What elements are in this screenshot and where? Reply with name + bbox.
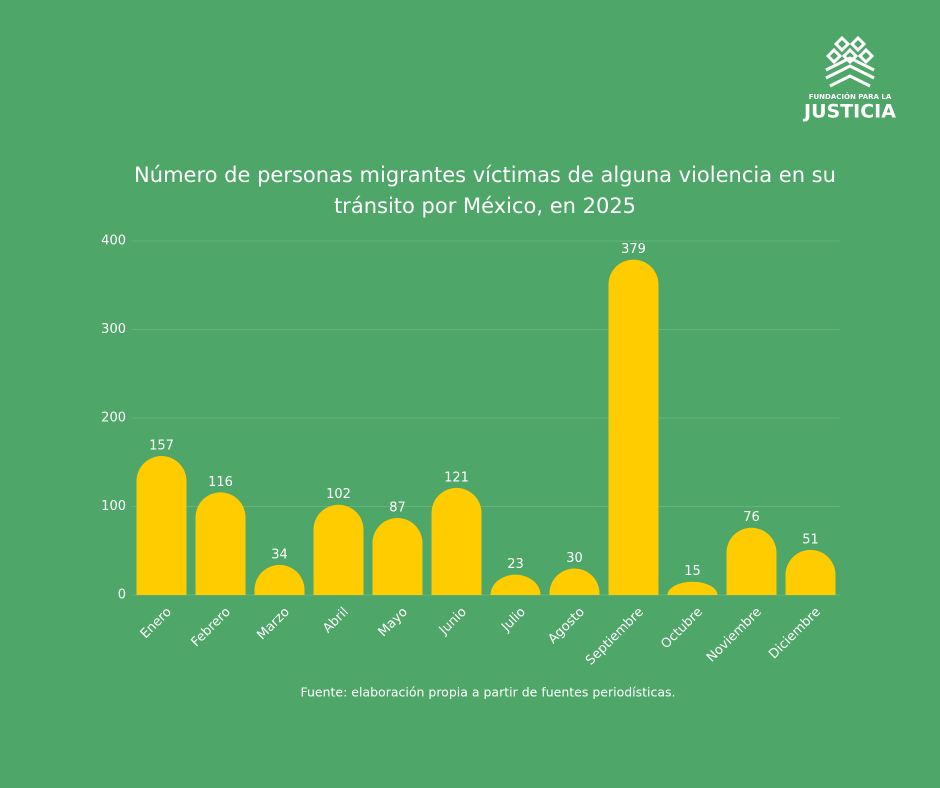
value-label: 102 — [326, 487, 351, 502]
value-label: 23 — [507, 557, 524, 572]
x-tick-label: Noviembre — [704, 605, 765, 666]
bar — [785, 549, 836, 595]
logo-line2: JUSTICIA — [802, 101, 896, 123]
x-tick-label: Agosto — [545, 605, 587, 647]
bar — [372, 518, 423, 595]
value-label: 116 — [208, 475, 233, 490]
y-tick-label: 300 — [101, 322, 126, 337]
value-label: 379 — [621, 242, 646, 257]
source-note: Fuente: elaboración propia a partir de f… — [300, 685, 675, 700]
x-tick-label: Diciembre — [766, 605, 824, 663]
y-tick-label: 100 — [101, 499, 126, 514]
y-tick-label: 0 — [118, 588, 126, 603]
bar — [431, 487, 482, 595]
bar — [549, 568, 600, 595]
x-tick-label: Julio — [498, 605, 529, 636]
value-label: 34 — [271, 547, 288, 562]
x-tick-label: Octubre — [658, 605, 705, 652]
bar — [608, 259, 659, 595]
chart-title: Número de personas migrantes víctimas de… — [134, 163, 836, 218]
value-label: 15 — [684, 564, 701, 579]
y-tick-label: 200 — [101, 411, 126, 426]
bar — [136, 456, 187, 595]
value-label: 76 — [743, 510, 760, 525]
bar — [195, 492, 246, 595]
value-label: 121 — [444, 470, 469, 485]
bar — [726, 527, 777, 595]
value-label: 87 — [389, 501, 406, 516]
logo-mark — [825, 35, 875, 88]
x-tick-label: Marzo — [254, 605, 292, 643]
value-label: 30 — [566, 551, 583, 566]
bar — [667, 581, 718, 595]
logo-line1: FUNDACIÓN PARA LA — [809, 92, 892, 101]
value-label: 51 — [802, 532, 819, 547]
x-tick-label: Septiembre — [583, 605, 647, 669]
x-tick-label: Febrero — [188, 605, 233, 650]
bar — [254, 564, 305, 595]
value-label: 157 — [149, 439, 174, 454]
bar — [313, 504, 364, 595]
x-tick-label: Enero — [138, 605, 175, 642]
x-tick-label: Junio — [436, 605, 470, 639]
bar — [490, 574, 541, 595]
x-tick-label: Abril — [320, 605, 352, 637]
y-tick-label: 400 — [101, 234, 126, 249]
x-tick-label: Mayo — [376, 605, 411, 640]
